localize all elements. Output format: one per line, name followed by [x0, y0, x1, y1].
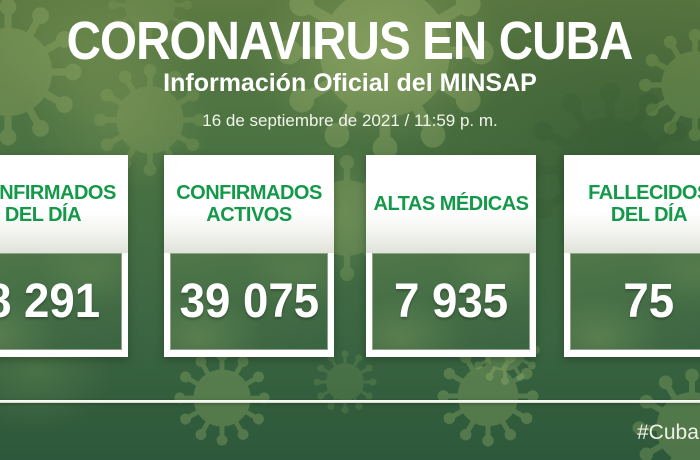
stat-value-box: 39 075 — [170, 253, 328, 350]
stat-value-box: 8 291 — [0, 253, 122, 350]
stat-label: FALLECIDOS DEL DÍA — [564, 155, 700, 253]
stat-label-line1: FALLECIDOS — [588, 181, 700, 204]
stat-card-confirmados-del-dia: CONFIRMADOS DEL DÍA 8 291 — [0, 155, 128, 357]
stat-label-line2: DEL DÍA — [610, 204, 688, 226]
report-date: 16 de septiembre de 2021 / 11:59 p. m. — [202, 110, 498, 130]
footer-divider-line — [0, 400, 700, 403]
stat-card-confirmados-activos: CONFIRMADOS ACTIVOS 39 075 — [164, 155, 334, 357]
page-subtitle: Información Oficial del MINSAP — [163, 69, 537, 97]
header: CORONAVIRUS EN CUBA Información Oficial … — [0, 0, 700, 130]
stat-value: 75 — [623, 275, 675, 328]
stat-label-line1: CONFIRMADOS — [176, 181, 322, 204]
stat-card-altas-medicas: ALTAS MÉDICAS 7 935 — [366, 155, 536, 357]
page-title: CORONAVIRUS EN CUBA — [67, 11, 634, 71]
stat-value-box: 7 935 — [372, 253, 530, 350]
stat-value: 7 935 — [393, 275, 509, 328]
campaign-hashtag: #CubaPorLaVida — [637, 421, 700, 444]
stat-label-line2: DEL DÍA — [4, 204, 82, 226]
stat-label-line1: CONFIRMADOS — [0, 181, 116, 204]
stat-value-box: 75 — [570, 253, 700, 350]
stat-label-line2: ACTIVOS — [206, 204, 292, 226]
stat-value: 8 291 — [0, 275, 101, 328]
stat-label: ALTAS MÉDICAS — [366, 155, 536, 253]
stat-label-line1: ALTAS MÉDICAS — [373, 192, 529, 215]
stat-value: 39 075 — [179, 275, 319, 328]
stat-card-fallecidos-del-dia: FALLECIDOS DEL DÍA 75 — [564, 155, 700, 357]
stat-label: CONFIRMADOS DEL DÍA — [0, 155, 128, 253]
stat-label: CONFIRMADOS ACTIVOS — [164, 155, 334, 253]
